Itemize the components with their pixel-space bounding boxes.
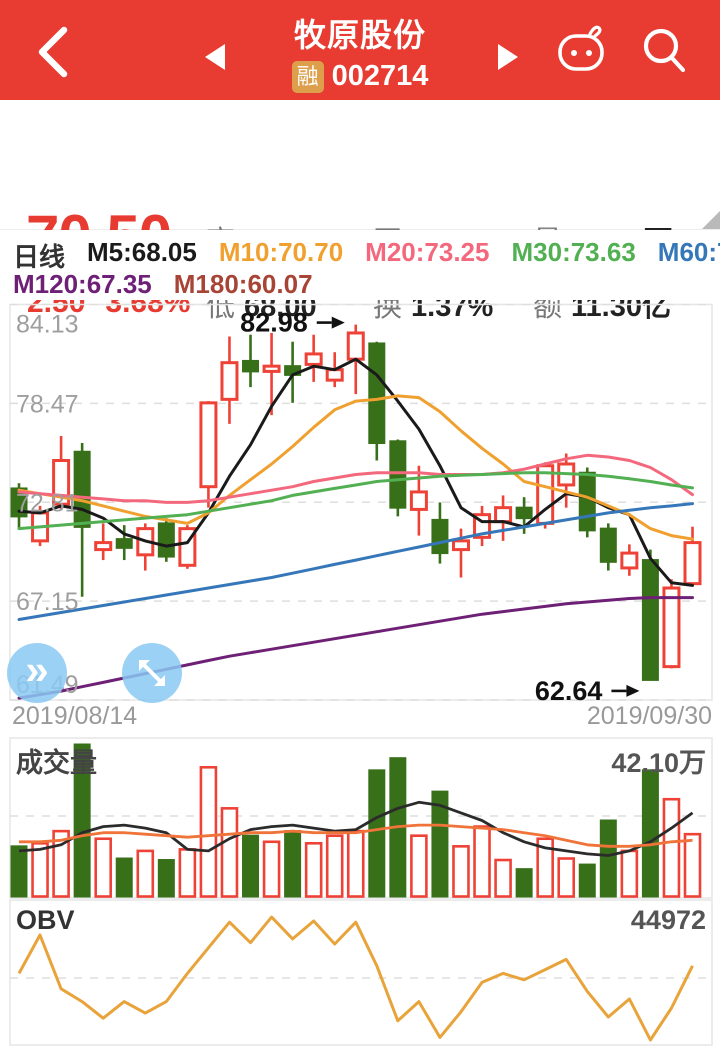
ma-line-M10 [17,394,694,541]
volume-scale-label: 42.10万 [611,748,706,778]
ma-line-M30 [17,471,694,531]
ma-legend: 日线 M5:68.05 M10:70.70 M20:73.25 M30:73.6… [0,230,720,300]
next-triangle-icon [498,44,518,70]
next-stock-button[interactable] [498,44,518,70]
svg-text:82.98: 82.98 [240,308,308,338]
svg-text:72.81: 72.81 [16,489,79,517]
quote-panel: 70.50 2.50 3.68% 高71.41 开68.15 量16.04万 低… [0,100,720,323]
volume-ma-VMA10 [19,823,693,848]
assistant-button[interactable] [552,22,610,80]
date-end-label: 2019/09/30 [586,702,712,730]
svg-text:67.15: 67.15 [16,588,79,616]
fast-forward-button[interactable]: » [7,643,67,703]
prev-triangle-icon [205,44,225,70]
app-header: 牧原股份 融 002714 [0,0,720,100]
obv-value-label: 44972 [630,905,706,935]
period-tab-daily[interactable]: 日线 [13,242,66,272]
ma-line-M60 [17,502,694,621]
stock-code: 002714 [331,60,429,92]
legend-ma60: M60:72.73 [657,237,720,267]
obv-pane-label: OBV [16,905,75,935]
expand-arrows-icon [139,660,165,686]
search-icon [643,28,686,73]
prev-stock-button[interactable] [205,44,225,70]
date-start-label: 2019/08/14 [12,702,138,730]
stock-title-block: 牧原股份 融 002714 [0,10,720,93]
legend-ma20: M20:73.25 [365,237,490,267]
price-annotations: 82.98 62.64 [240,308,640,706]
margin-trading-badge: 融 [291,60,324,93]
robot-icon [558,25,604,71]
legend-ma30: M30:73.63 [511,237,636,267]
back-chevron-icon [38,26,68,78]
volume-pane-label: 成交量 [16,748,97,778]
ma-line-M20 [17,453,694,504]
obv-line [17,915,694,1042]
expand-chart-button[interactable] [122,643,182,703]
svg-text:84.13: 84.13 [16,311,79,339]
search-button[interactable] [638,24,690,78]
expand-quote-indicator[interactable] [702,211,720,229]
volume-ma-VMA5 [18,800,694,857]
svg-text:78.47: 78.47 [16,390,79,418]
volume-pane [9,737,713,899]
legend-ma10: M10:70.70 [218,237,344,267]
legend-ma120: M120:67.35 [13,269,152,299]
fast-forward-icon: » [25,646,49,693]
svg-text:62.64: 62.64 [535,676,603,706]
stock-name: 牧原股份 [293,17,426,53]
legend-ma180: M180:60.07 [173,269,313,299]
legend-ma5: M5:68.05 [87,237,197,267]
obv-pane [9,899,713,1046]
back-button[interactable] [34,24,72,80]
